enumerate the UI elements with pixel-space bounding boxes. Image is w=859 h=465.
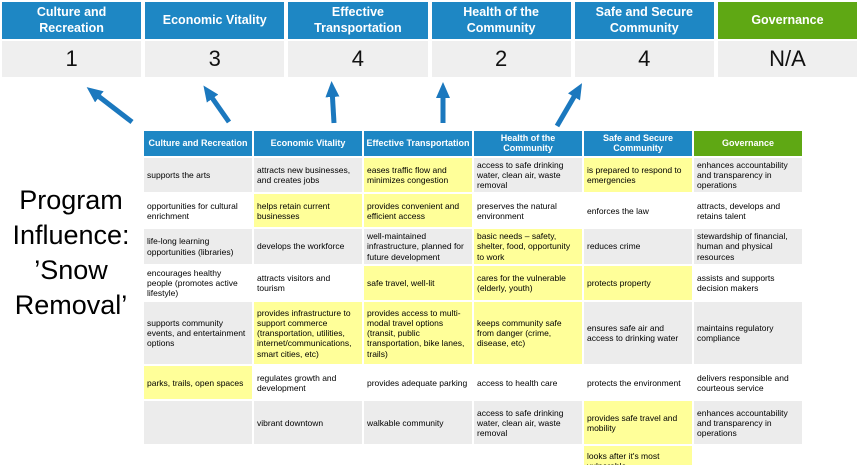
table-row: supports community events, and entertain… bbox=[144, 302, 802, 365]
pillar-label: Governance bbox=[751, 12, 824, 27]
table-row: encourages healthy people (promotes acti… bbox=[144, 265, 802, 301]
matrix-cell: provides infrastructure to support comme… bbox=[254, 302, 362, 365]
matrix-cell: vibrant downtown bbox=[254, 401, 362, 445]
pillar-label: Effective Transportation bbox=[314, 4, 402, 35]
matrix-cell: regulates growth and development bbox=[254, 366, 362, 400]
matrix-cell bbox=[694, 446, 802, 465]
influence-arrows bbox=[86, 81, 583, 128]
matrix-cell: helps retain current businesses bbox=[254, 194, 362, 228]
matrix-cell: enhances accountability and transparency… bbox=[694, 401, 802, 445]
pillar-safe-secure-community: Safe and Secure Community bbox=[574, 2, 714, 39]
matrix-cell: parks, trails, open spaces bbox=[144, 366, 252, 400]
matrix-cell bbox=[144, 446, 252, 465]
matrix-cell: develops the workforce bbox=[254, 229, 362, 264]
influence-matrix: Culture and Recreation Economic Vitality… bbox=[142, 129, 804, 465]
matrix-cell: attracts visitors and tourism bbox=[254, 265, 362, 301]
matrix-cell: enforces the law bbox=[584, 194, 692, 228]
matrix-cell: safe travel, well-lit bbox=[364, 265, 472, 301]
matrix-cell: cares for the vulnerable (elderly, youth… bbox=[474, 265, 582, 301]
score-safe-secure-community: 4 bbox=[574, 41, 714, 77]
pillar-effective-transportation: Effective Transportation bbox=[288, 2, 428, 39]
matrix-cell: reduces crime bbox=[584, 229, 692, 264]
matrix-header-row: Culture and Recreation Economic Vitality… bbox=[144, 131, 802, 156]
pillar-label: Economic Vitality bbox=[162, 12, 267, 27]
arrow-icon bbox=[325, 81, 340, 124]
matrix-cell: provides safe travel and mobility bbox=[584, 401, 692, 445]
matrix-cell: protects the environment bbox=[584, 366, 692, 400]
matrix-cell: provides access to multi-modal travel op… bbox=[364, 302, 472, 365]
matrix-cell bbox=[364, 446, 472, 465]
score-culture-recreation: 1 bbox=[2, 41, 142, 77]
matrix-cell: is prepared to respond to emergencies bbox=[584, 157, 692, 193]
matrix-header-effective-transportation: Effective Transportation bbox=[364, 131, 472, 156]
matrix-cell bbox=[474, 446, 582, 465]
pillar-culture-recreation: Culture and Recreation bbox=[2, 2, 142, 39]
score-row: 1 3 4 2 4 N/A bbox=[0, 41, 859, 77]
pillar-label: Safe and Secure Community bbox=[595, 4, 693, 35]
matrix-cell: provides convenient and efficient access bbox=[364, 194, 472, 228]
matrix-cell: looks after it's most vulnerable bbox=[584, 446, 692, 465]
page-title: Program Influence: ’Snow Removal’ bbox=[12, 185, 130, 321]
matrix-cell: assists and supports decision makers bbox=[694, 265, 802, 301]
score-health-community: 2 bbox=[431, 41, 571, 77]
matrix-cell: attracts, develops and retains talent bbox=[694, 194, 802, 228]
matrix-header-culture-recreation: Culture and Recreation bbox=[144, 131, 252, 156]
pillar-label: Culture and Recreation bbox=[36, 4, 107, 35]
arrow-icon bbox=[86, 87, 134, 124]
table-row: vibrant downtown walkable community access… bbox=[144, 401, 802, 445]
pillar-health-community: Health of the Community bbox=[431, 2, 571, 39]
score-governance: N/A bbox=[717, 41, 858, 77]
pillar-governance: Governance bbox=[717, 2, 858, 39]
matrix-cell: protects property bbox=[584, 265, 692, 301]
matrix-cell: preserves the natural environment bbox=[474, 194, 582, 228]
matrix-cell: keeps community safe from danger (crime,… bbox=[474, 302, 582, 365]
matrix-cell: stewardship of financial, human and phys… bbox=[694, 229, 802, 264]
matrix-cell bbox=[144, 401, 252, 445]
matrix-cell: access to health care bbox=[474, 366, 582, 400]
matrix-header-governance: Governance bbox=[694, 131, 802, 156]
matrix-cell: enhances accountability and transparency… bbox=[694, 157, 802, 193]
pillar-economic-vitality: Economic Vitality bbox=[145, 2, 285, 39]
matrix-cell: delivers responsible and courteous servi… bbox=[694, 366, 802, 400]
table-row: opportunities for cultural enrichment hel… bbox=[144, 194, 802, 228]
table-row: looks after it's most vulnerable bbox=[144, 446, 802, 465]
matrix-header-safe-secure-community: Safe and Secure Community bbox=[584, 131, 692, 156]
matrix-cell: life-long learning opportunities (librar… bbox=[144, 229, 252, 264]
arrow-icon bbox=[203, 85, 232, 124]
matrix-cell: ensures safe air and access to drinking … bbox=[584, 302, 692, 365]
matrix-header-health-community: Health of the Community bbox=[474, 131, 582, 156]
matrix-cell: supports community events, and entertain… bbox=[144, 302, 252, 365]
score-effective-transportation: 4 bbox=[288, 41, 428, 77]
score-economic-vitality: 3 bbox=[145, 41, 285, 77]
matrix-cell: provides adequate parking bbox=[364, 366, 472, 400]
matrix-cell: supports the arts bbox=[144, 157, 252, 193]
matrix-cell: basic needs – safety, shelter, food, opp… bbox=[474, 229, 582, 264]
pillar-header-row: Culture and Recreation Economic Vitality… bbox=[0, 2, 859, 39]
matrix-header-economic-vitality: Economic Vitality bbox=[254, 131, 362, 156]
table-row: parks, trails, open spaces regulates grow… bbox=[144, 366, 802, 400]
matrix-cell bbox=[254, 446, 362, 465]
matrix-cell: attracts new businesses, and creates job… bbox=[254, 157, 362, 193]
arrow-icon bbox=[554, 83, 583, 128]
matrix-cell: walkable community bbox=[364, 401, 472, 445]
matrix-cell: maintains regulatory compliance bbox=[694, 302, 802, 365]
pillar-label: Health of the Community bbox=[463, 4, 539, 35]
matrix-cell: eases traffic flow and minimizes congest… bbox=[364, 157, 472, 193]
table-row: life-long learning opportunities (librar… bbox=[144, 229, 802, 264]
matrix-cell: access to safe drinking water, clean air… bbox=[474, 401, 582, 445]
matrix-cell: encourages healthy people (promotes acti… bbox=[144, 265, 252, 301]
matrix-cell: opportunities for cultural enrichment bbox=[144, 194, 252, 228]
matrix-cell: access to safe drinking water, clean air… bbox=[474, 157, 582, 193]
table-row: supports the arts attracts new businesses… bbox=[144, 157, 802, 193]
matrix-cell: well-maintained infrastructure, planned … bbox=[364, 229, 472, 264]
